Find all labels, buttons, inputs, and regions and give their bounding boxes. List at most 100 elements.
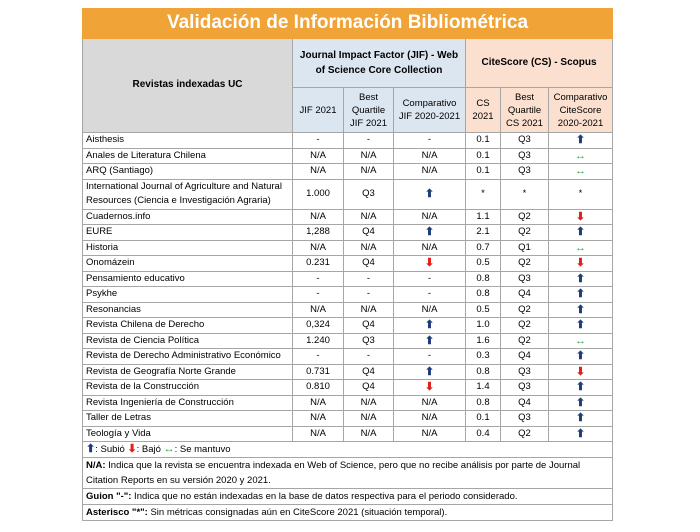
table-row: Cuadernos.info N/A N/A N/A 1.1 Q2 ⬇ [82,208,614,225]
journal-name: Pensamiento educativo [82,270,293,287]
legend-label: : Bajó [136,444,161,455]
table-row: Historia N/A N/A N/A 0.7 Q1 ↔ [82,239,614,256]
table-row: Revista de Ciencia Política 1.240 Q3 ⬆ 1.6 Q2… [82,332,614,349]
legend-symbol: ⬆ [86,443,96,455]
cell: - [393,286,466,303]
cell: ⬆ [393,363,466,380]
cell: ⬇ [547,363,614,380]
journal-name: Revista Ingeniería de Construcción [82,394,293,411]
cell: 0.7 [465,239,501,256]
cell: N/A [393,425,466,442]
cell: ↔ [547,163,614,180]
cell: ⬇ [547,208,614,225]
cell: Q4 [343,317,394,334]
note-term: Guion "-": [86,491,132,502]
column-header: Comparativo CiteScore 2020-2021 [547,87,614,133]
cell: Q3 [343,332,394,349]
table-row: Revista de Derecho Administrativo Económ… [82,348,614,365]
cell: ⬆ [393,178,466,210]
cell: Q4 [343,379,394,396]
cell: N/A [292,425,344,442]
cell: - [292,286,344,303]
note-row: N/A: Indica que la revista se encuentra … [81,457,614,489]
cell: N/A [292,163,344,180]
cell: N/A [393,147,466,164]
header-row: Revistas indexadas UC Journal Impact Fac… [82,38,614,133]
journal-name: Anales de Literatura Chilena [82,147,293,164]
cell: Q4 [343,363,394,380]
cell: ⬆ [547,425,614,442]
cell: - [393,270,466,287]
cell: 0.1 [465,132,501,149]
title: Validación de Información Bibliométrica [81,8,614,39]
table-row: Aisthesis - - -0.1 Q3 ⬆ [82,132,614,149]
cell: ↔ [547,147,614,164]
cell: 0,324 [292,317,344,334]
cell: Q3 [500,410,549,427]
cell: - [292,348,344,365]
group-header: CiteScore (CS) - Scopus [464,38,614,88]
journal-name: Psykhe [82,286,293,303]
cell: N/A [343,239,394,256]
journal-name: Historia [82,239,293,256]
subheader-row: JIF 2021 Best Quartile JIF 2021 Comparativ… [83,87,614,133]
cell: 1.000 [292,178,344,210]
cell: 0.5 [465,301,501,318]
table-row: Pensamiento educativo - - -0.8 Q3 ⬆ [82,270,614,287]
cell: - [393,132,466,149]
journal-name: Taller de Letras [82,410,293,427]
cell: - [292,270,344,287]
cell: Q3 [500,132,549,149]
cell: Q2 [500,425,549,442]
cell: N/A [343,425,394,442]
cell: ⬆ [547,394,614,411]
table-row: EURE 1,288 Q4 ⬆ 2.1 Q2 ⬆ [82,224,614,241]
cell: Q3 [500,270,549,287]
cell: N/A [393,239,466,256]
cell: - [393,348,466,365]
cell: - [343,270,394,287]
cell: ↔ [547,239,614,256]
journal-name: International Journal of Agriculture and… [82,178,293,210]
cell: Q3 [500,163,549,180]
cell: ⬆ [547,286,614,303]
cell: ⬆ [393,332,466,349]
cell: ⬆ [393,317,466,334]
table-row: Teología y Vida N/A N/A N/A 0.4 Q2 ⬆ [82,425,614,442]
cell: N/A [292,239,344,256]
note-text: Indica que la revista se encuentra index… [86,460,581,486]
cell: ↔ [547,332,614,349]
cell: Q2 [500,317,549,334]
table-row: Revista de la Construcción 0.810 Q4 ⬇ 1.4 Q3 ⬆ [82,379,614,396]
cell: Q4 [343,224,394,241]
cell: Q4 [500,348,549,365]
journal-name: Teología y Vida [82,425,293,442]
cell: N/A [343,163,394,180]
cell: 2.1 [465,224,501,241]
cell: ⬆ [393,224,466,241]
cell: 1,288 [292,224,344,241]
journal-name: Onomázein [82,255,293,272]
cell: N/A [393,410,466,427]
table-row: Taller de Letras N/A N/A N/A 0.1 Q3 ⬆ [82,410,614,427]
cell: 1.0 [465,317,501,334]
cell: N/A [292,301,344,318]
legend-symbol: ⬇ [127,443,137,455]
cell: N/A [343,301,394,318]
cell: ⬆ [547,132,614,149]
journal-name: Revista de Geografía Norte Grande [82,363,293,380]
cell: ⬇ [393,255,466,272]
column-header: JIF 2021 [292,87,344,133]
table-body: Aisthesis - - -0.1 Q3 ⬆ Anales de Literatura C… [81,132,614,521]
cell: - [343,286,394,303]
cell: ⬇ [547,255,614,272]
cell: N/A [292,208,344,225]
table-row: International Journal of Agriculture and… [82,178,614,210]
legend-label: : Subió [95,444,125,455]
legend-symbol: ↔ [163,443,175,455]
cell: ⬆ [547,317,614,334]
cell: - [292,132,344,149]
cell: Q2 [500,208,549,225]
cell: * [547,178,614,210]
journal-name: Revista de la Construcción [82,379,293,396]
